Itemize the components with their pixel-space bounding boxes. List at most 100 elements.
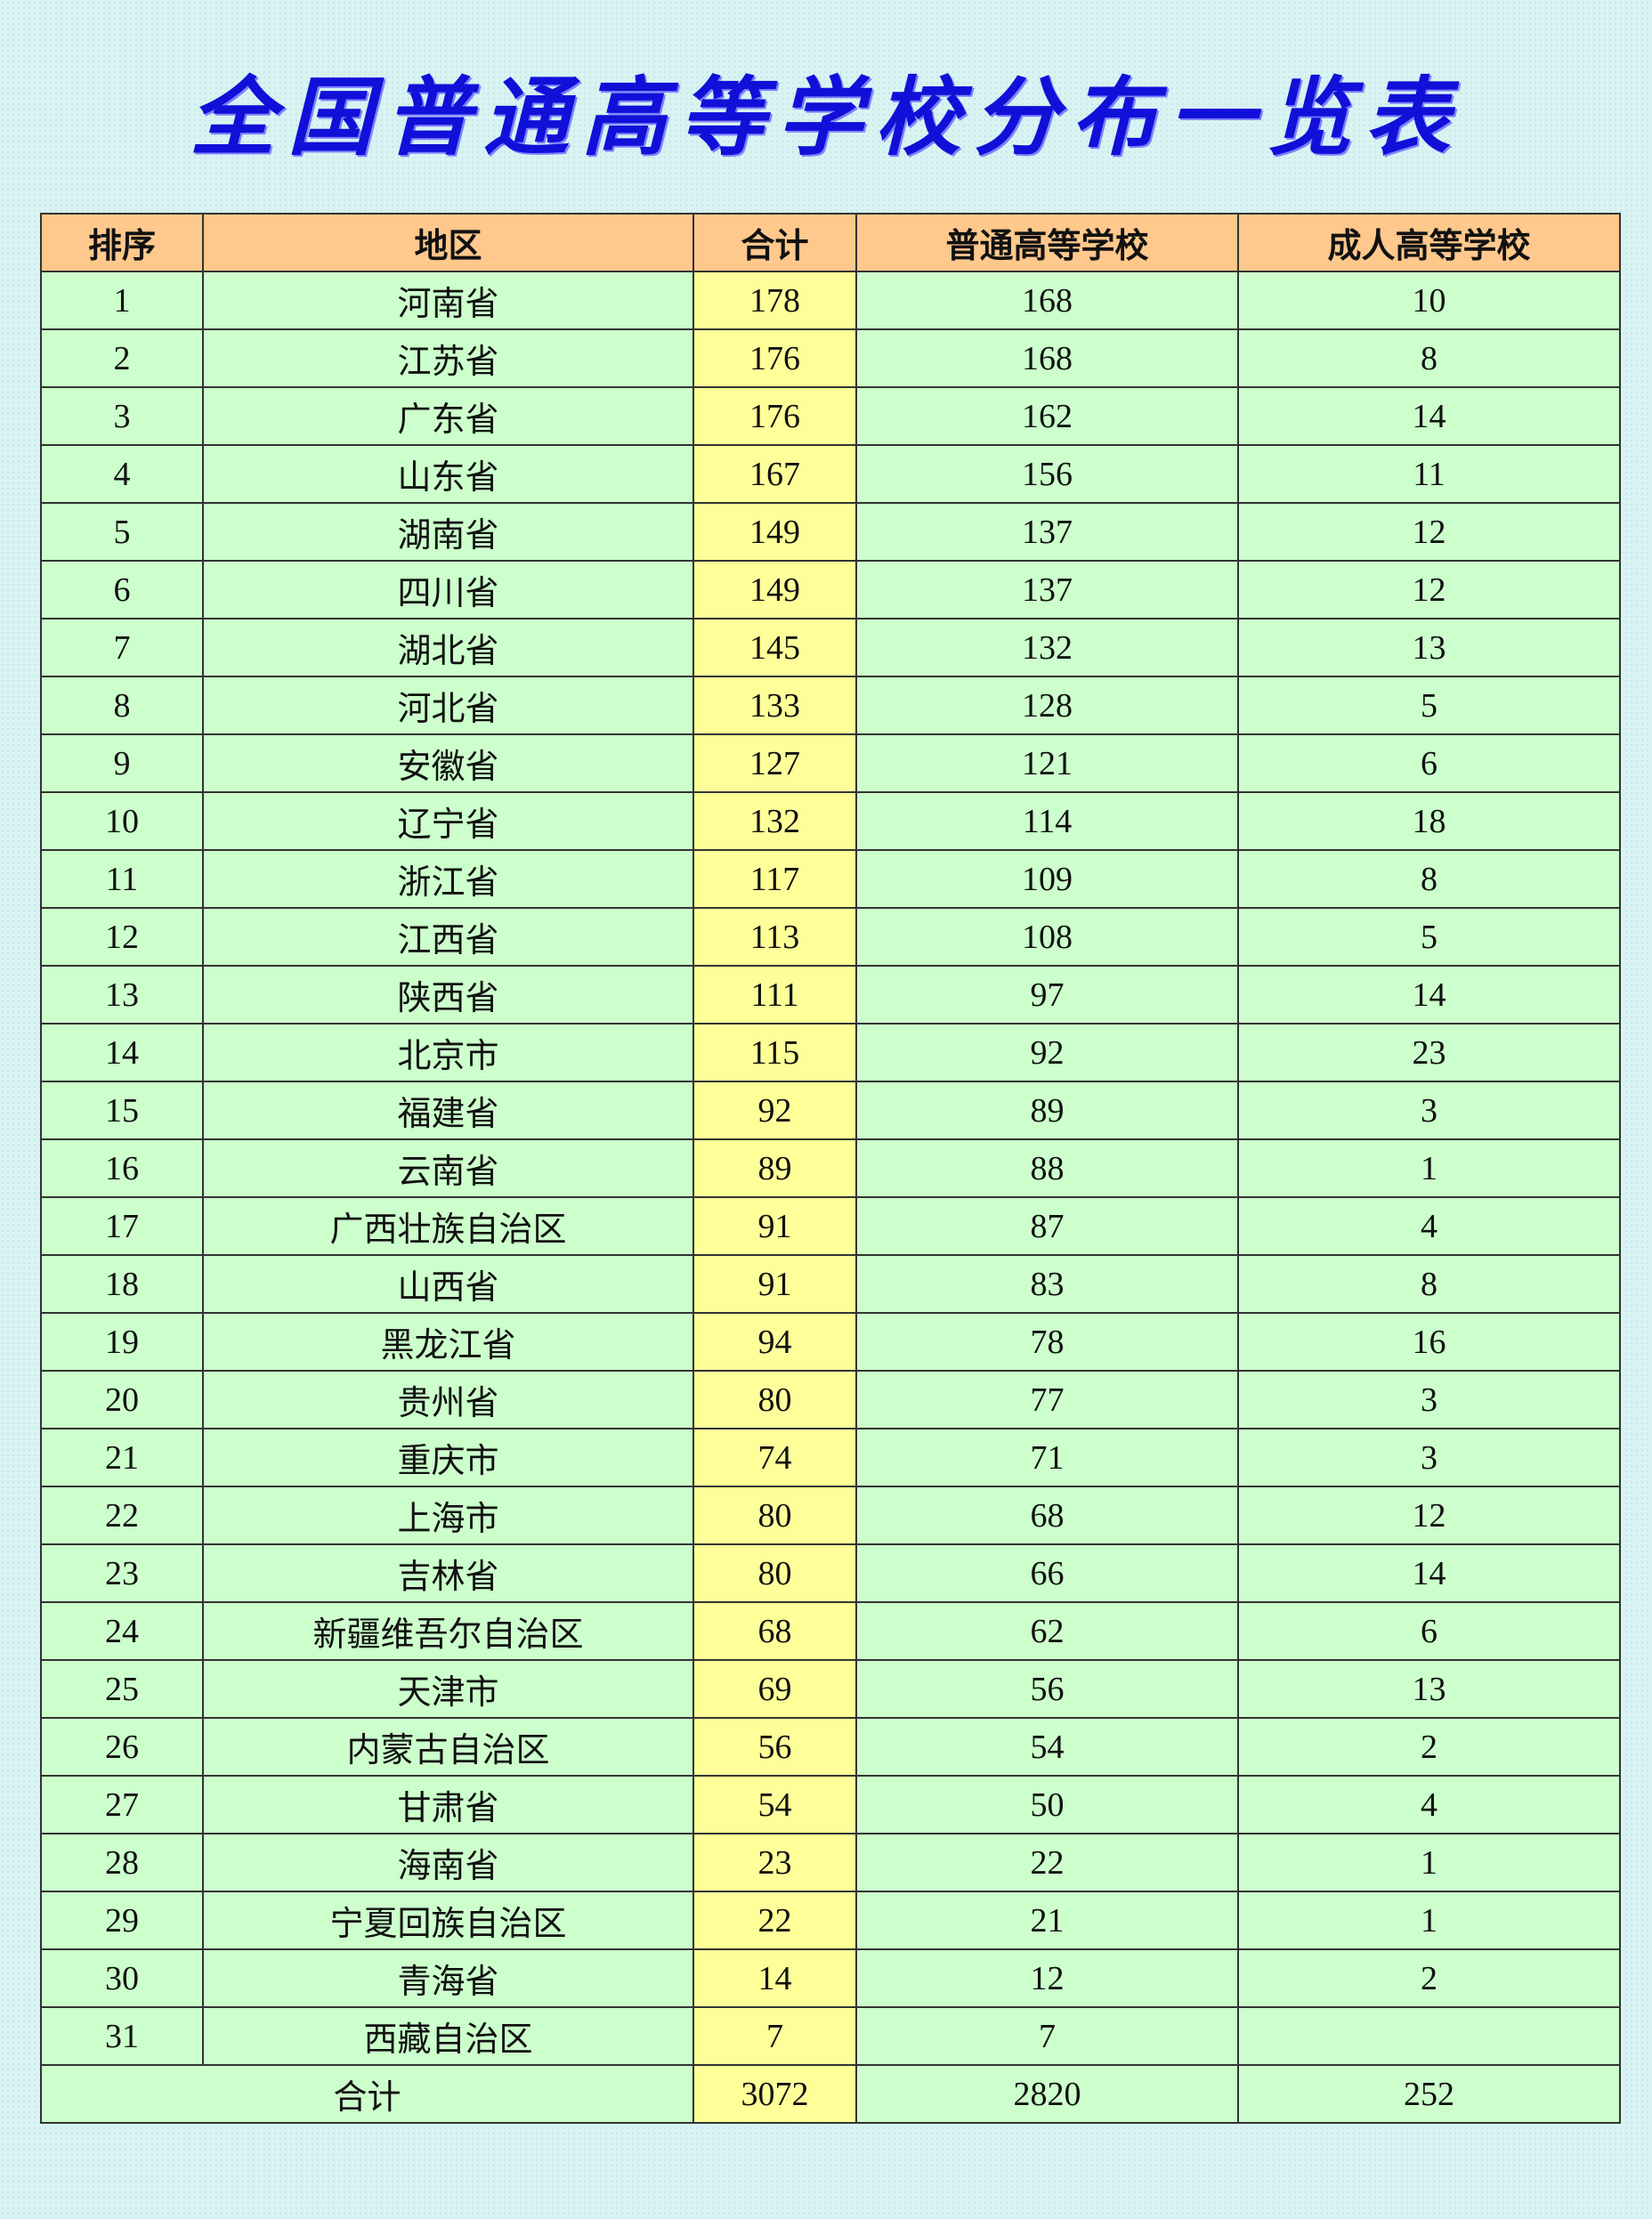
table-cell: 108 [855, 907, 1239, 967]
table-cell: 109 [855, 849, 1239, 909]
table-cell: 福建省 [202, 1081, 694, 1140]
total-cell: 252 [1237, 2064, 1621, 2124]
table-cell: 上海市 [202, 1486, 694, 1545]
table-cell: 176 [692, 328, 857, 388]
table-cell: 29 [40, 1891, 204, 1950]
table-cell: 13 [40, 965, 204, 1024]
table-cell: 山东省 [202, 444, 694, 504]
table-row: 8 河北省 133 128 5 [40, 676, 1621, 735]
table-cell: 89 [855, 1081, 1239, 1140]
table-cell: 18 [1237, 791, 1621, 851]
table-cell: 2 [1237, 1948, 1621, 2008]
table-cell: 12 [855, 1948, 1239, 2008]
table-row: 13 陕西省 111 97 14 [40, 965, 1621, 1024]
table-cell: 浙江省 [202, 849, 694, 909]
table-cell: 14 [1237, 965, 1621, 1024]
table-row: 10 辽宁省 132 114 18 [40, 791, 1621, 851]
table-cell: 安徽省 [202, 733, 694, 793]
total-row: 合计 3072 2820 252 [40, 2064, 1621, 2124]
table-cell: 19 [40, 1312, 204, 1372]
table-cell: 156 [855, 444, 1239, 504]
table-cell: 23 [1237, 1023, 1621, 1082]
table-cell: 149 [692, 502, 857, 562]
table-cell: 3 [40, 386, 204, 446]
table-row: 12 江西省 113 108 5 [40, 907, 1621, 967]
table-row: 15 福建省 92 89 3 [40, 1081, 1621, 1140]
school-table: 排序 地区 合计 普通高等学校 成人高等学校 1 河南省 178 168 10 2 江苏省 176 16… [40, 213, 1621, 2124]
table-row: 30 青海省 14 12 2 [40, 1948, 1621, 2008]
table-row: 24 新疆维吾尔自治区 68 62 6 [40, 1601, 1621, 1661]
table-cell: 7 [40, 618, 204, 677]
table-cell: 18 [40, 1254, 204, 1314]
table-cell: 22 [855, 1833, 1239, 1892]
table-cell: 2 [40, 328, 204, 388]
table-row: 28 海南省 23 22 1 [40, 1833, 1621, 1892]
table-cell: 河南省 [202, 271, 694, 330]
table-row: 3 广东省 176 162 14 [40, 386, 1621, 446]
table-cell: 68 [692, 1601, 857, 1661]
table-cell: 8 [40, 676, 204, 735]
table-cell: 50 [855, 1775, 1239, 1834]
table-cell: 30 [40, 1948, 204, 2008]
table-cell: 149 [692, 560, 857, 620]
table-cell: 22 [692, 1891, 857, 1950]
table-row: 16 云南省 89 88 1 [40, 1138, 1621, 1198]
table-cell: 青海省 [202, 1948, 694, 2008]
table-cell: 8 [1237, 1254, 1621, 1314]
table-cell: 4 [1237, 1775, 1621, 1834]
total-cell: 合计 [40, 2064, 694, 2124]
table-cell: 91 [692, 1196, 857, 1256]
table-cell: 162 [855, 386, 1239, 446]
header-cell: 成人高等学校 [1237, 213, 1621, 272]
table-cell: 14 [1237, 386, 1621, 446]
table-cell: 115 [692, 1023, 857, 1082]
table-cell: 80 [692, 1370, 857, 1429]
table-cell: 92 [855, 1023, 1239, 1082]
table-cell: 167 [692, 444, 857, 504]
table-cell: 80 [692, 1543, 857, 1603]
table-cell: 56 [855, 1659, 1239, 1719]
table-cell: 5 [40, 502, 204, 562]
table-cell: 湖北省 [202, 618, 694, 677]
table-cell: 78 [855, 1312, 1239, 1372]
table-cell: 26 [40, 1717, 204, 1777]
table-cell: 贵州省 [202, 1370, 694, 1429]
table-cell: 54 [692, 1775, 857, 1834]
table-cell: 北京市 [202, 1023, 694, 1082]
table-row: 4 山东省 167 156 11 [40, 444, 1621, 504]
table-cell: 21 [40, 1428, 204, 1487]
table-cell: 83 [855, 1254, 1239, 1314]
table-cell: 4 [1237, 1196, 1621, 1256]
table-cell: 54 [855, 1717, 1239, 1777]
table-row: 19 黑龙江省 94 78 16 [40, 1312, 1621, 1372]
table-cell: 24 [40, 1601, 204, 1661]
table-cell: 海南省 [202, 1833, 694, 1892]
table-cell: 114 [855, 791, 1239, 851]
table-cell: 178 [692, 271, 857, 330]
table-cell: 3 [1237, 1370, 1621, 1429]
table-cell: 117 [692, 849, 857, 909]
table-cell: 17 [40, 1196, 204, 1256]
total-cell: 3072 [692, 2064, 857, 2124]
table-cell: 132 [855, 618, 1239, 677]
table-cell: 92 [692, 1081, 857, 1140]
table-cell: 69 [692, 1659, 857, 1719]
table-cell: 16 [40, 1138, 204, 1198]
table-cell: 11 [1237, 444, 1621, 504]
table-cell: 20 [40, 1370, 204, 1429]
table-cell: 128 [855, 676, 1239, 735]
table-row: 7 湖北省 145 132 13 [40, 618, 1621, 677]
table-cell: 13 [1237, 618, 1621, 677]
table-row: 29 宁夏回族自治区 22 21 1 [40, 1891, 1621, 1950]
table-cell: 74 [692, 1428, 857, 1487]
table-cell: 15 [40, 1081, 204, 1140]
table-cell: 31 [40, 2006, 204, 2066]
table-cell: 2 [1237, 1717, 1621, 1777]
table-cell: 重庆市 [202, 1428, 694, 1487]
table-cell: 77 [855, 1370, 1239, 1429]
table-cell: 黑龙江省 [202, 1312, 694, 1372]
table-cell: 四川省 [202, 560, 694, 620]
table-row: 21 重庆市 74 71 3 [40, 1428, 1621, 1487]
table-row: 25 天津市 69 56 13 [40, 1659, 1621, 1719]
